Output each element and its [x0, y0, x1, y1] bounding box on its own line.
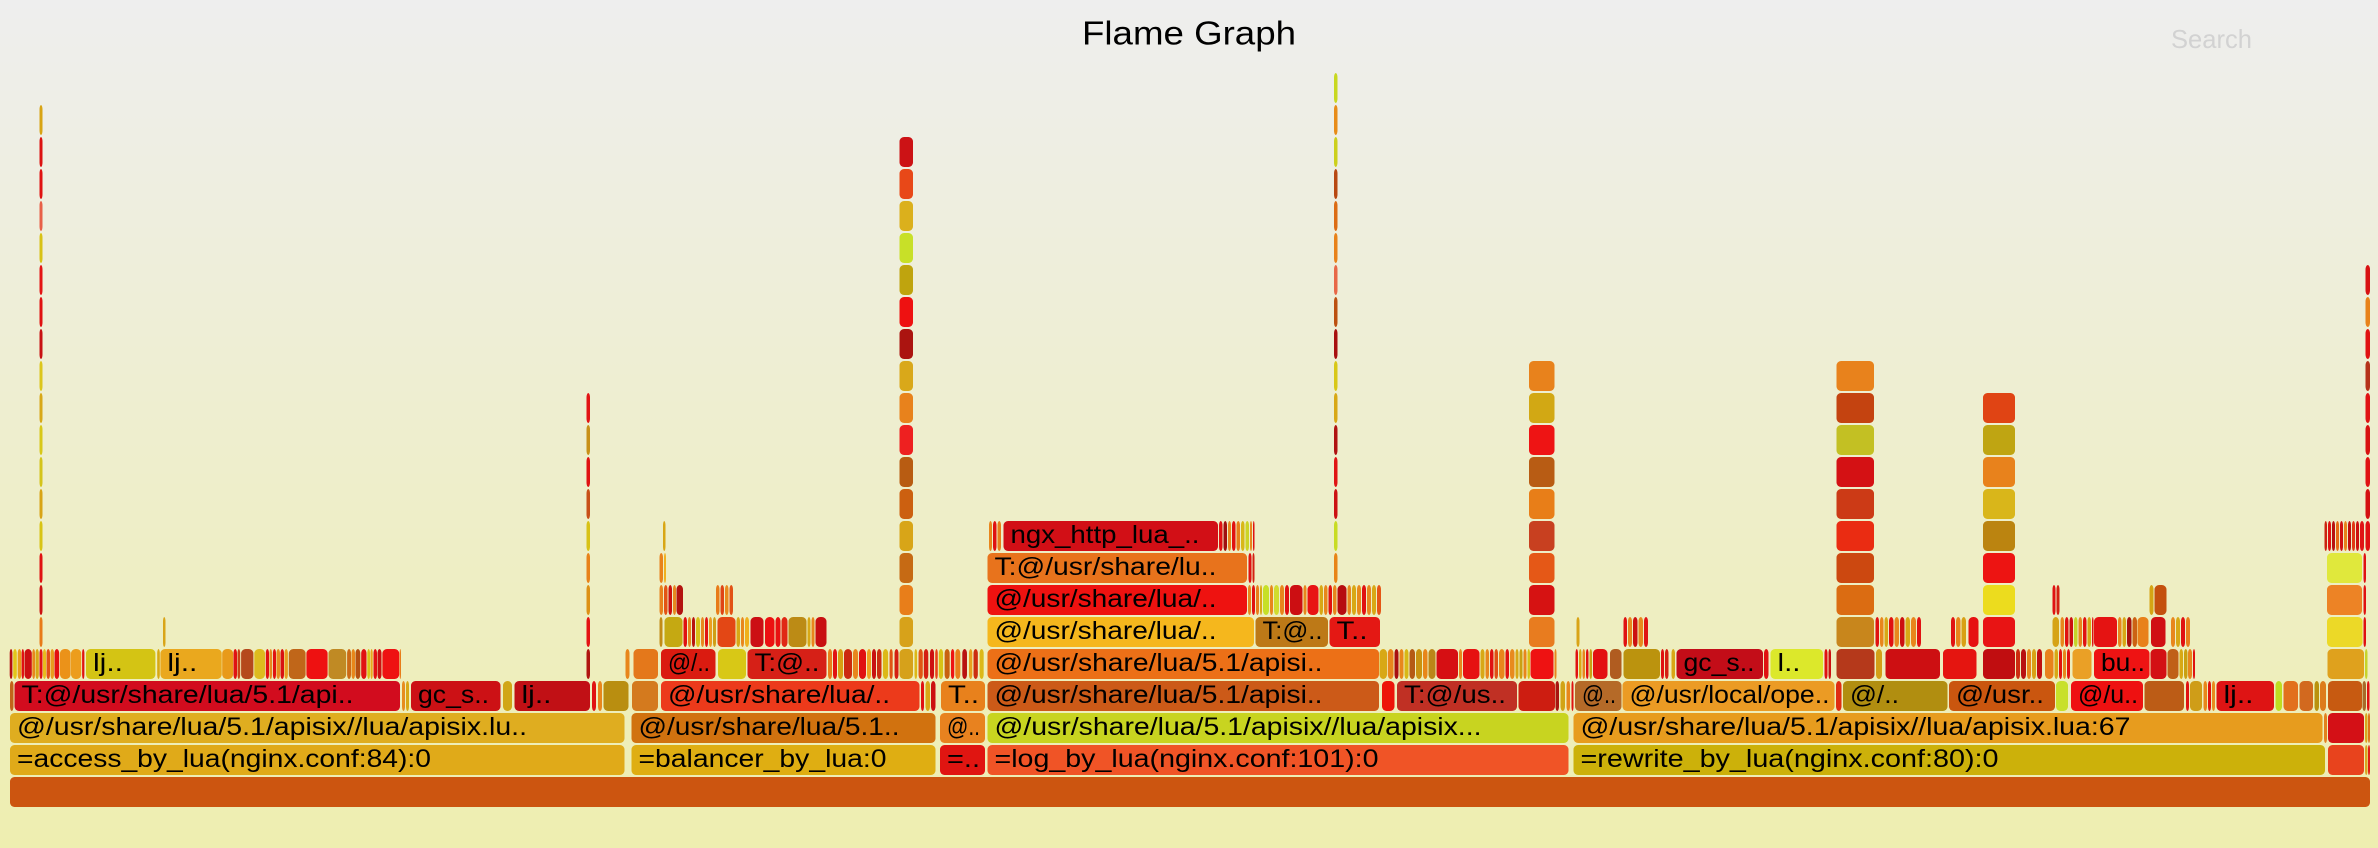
svg-text:@/usr/share/lua/..: @/usr/share/lua/..: [995, 617, 1217, 645]
svg-text:@/usr/share/lua/..: @/usr/share/lua/..: [668, 681, 890, 709]
svg-text:ngx_http_lua_..: ngx_http_lua_..: [1011, 521, 1200, 549]
svg-text:lj..: lj..: [93, 649, 123, 677]
svg-text:T:@/usr/share/lu..: T:@/usr/share/lu..: [995, 553, 1217, 581]
svg-text:bu..: bu..: [2101, 649, 2145, 677]
svg-text:@/usr/share/lua/5.1..: @/usr/share/lua/5.1..: [639, 713, 900, 741]
svg-text:@/..: @/..: [1850, 681, 1899, 709]
svg-text:gc_s..: gc_s..: [1684, 649, 1755, 677]
svg-text:lj..: lj..: [167, 649, 197, 677]
svg-text:@/u..: @/u..: [2078, 681, 2138, 709]
svg-text:@/usr/share/lua/..: @/usr/share/lua/..: [995, 585, 1217, 613]
svg-text:Search: Search: [2171, 24, 2252, 54]
svg-text:@..: @..: [947, 713, 980, 741]
svg-text:T:@/usr/share/lua/5.1/api..: T:@/usr/share/lua/5.1/api..: [22, 681, 354, 709]
svg-text:@/usr/local/ope..: @/usr/local/ope..: [1630, 681, 1830, 709]
svg-text:Flame Graph: Flame Graph: [1082, 15, 1296, 52]
svg-text:gc_s..: gc_s..: [418, 681, 489, 709]
svg-text:@/usr/share/lua/5.1/apisix//lu: @/usr/share/lua/5.1/apisix//lua/apisix.l…: [17, 713, 527, 741]
svg-text:T..: T..: [948, 681, 979, 709]
svg-text:T:@/us..: T:@/us..: [1404, 681, 1506, 709]
svg-text:@/..: @/..: [668, 649, 710, 677]
svg-text:=rewrite_by_lua(nginx.conf:80): =rewrite_by_lua(nginx.conf:80):0: [1581, 745, 1999, 773]
svg-text:lj..: lj..: [522, 681, 552, 709]
svg-text:@/usr/share/lua/5.1/apisix//lu: @/usr/share/lua/5.1/apisix//lua/apisix.l…: [1581, 713, 2131, 741]
svg-text:T:@..: T:@..: [755, 649, 820, 677]
svg-text:=..: =..: [947, 745, 980, 773]
svg-text:@/usr/share/lua/5.1/apisi..: @/usr/share/lua/5.1/apisi..: [995, 681, 1323, 709]
svg-text:T:@..: T:@..: [1263, 617, 1323, 645]
svg-text:=balancer_by_lua:0: =balancer_by_lua:0: [639, 745, 887, 773]
svg-text:T..: T..: [1337, 617, 1368, 645]
svg-text:l..: l..: [1778, 649, 1801, 677]
svg-text:@/usr/share/lua/5.1/apisix//lu: @/usr/share/lua/5.1/apisix//lua/apisix..…: [995, 713, 1482, 741]
svg-text:=access_by_lua(nginx.conf:84):: =access_by_lua(nginx.conf:84):0: [17, 745, 431, 773]
svg-text:lj..: lj..: [2224, 681, 2254, 709]
svg-text:@/usr/share/lua/5.1/apisi..: @/usr/share/lua/5.1/apisi..: [995, 649, 1323, 677]
svg-text:=log_by_lua(nginx.conf:101):0: =log_by_lua(nginx.conf:101):0: [995, 745, 1379, 773]
svg-text:@/usr..: @/usr..: [1956, 681, 2044, 709]
svg-text:@..: @..: [1582, 681, 1616, 709]
